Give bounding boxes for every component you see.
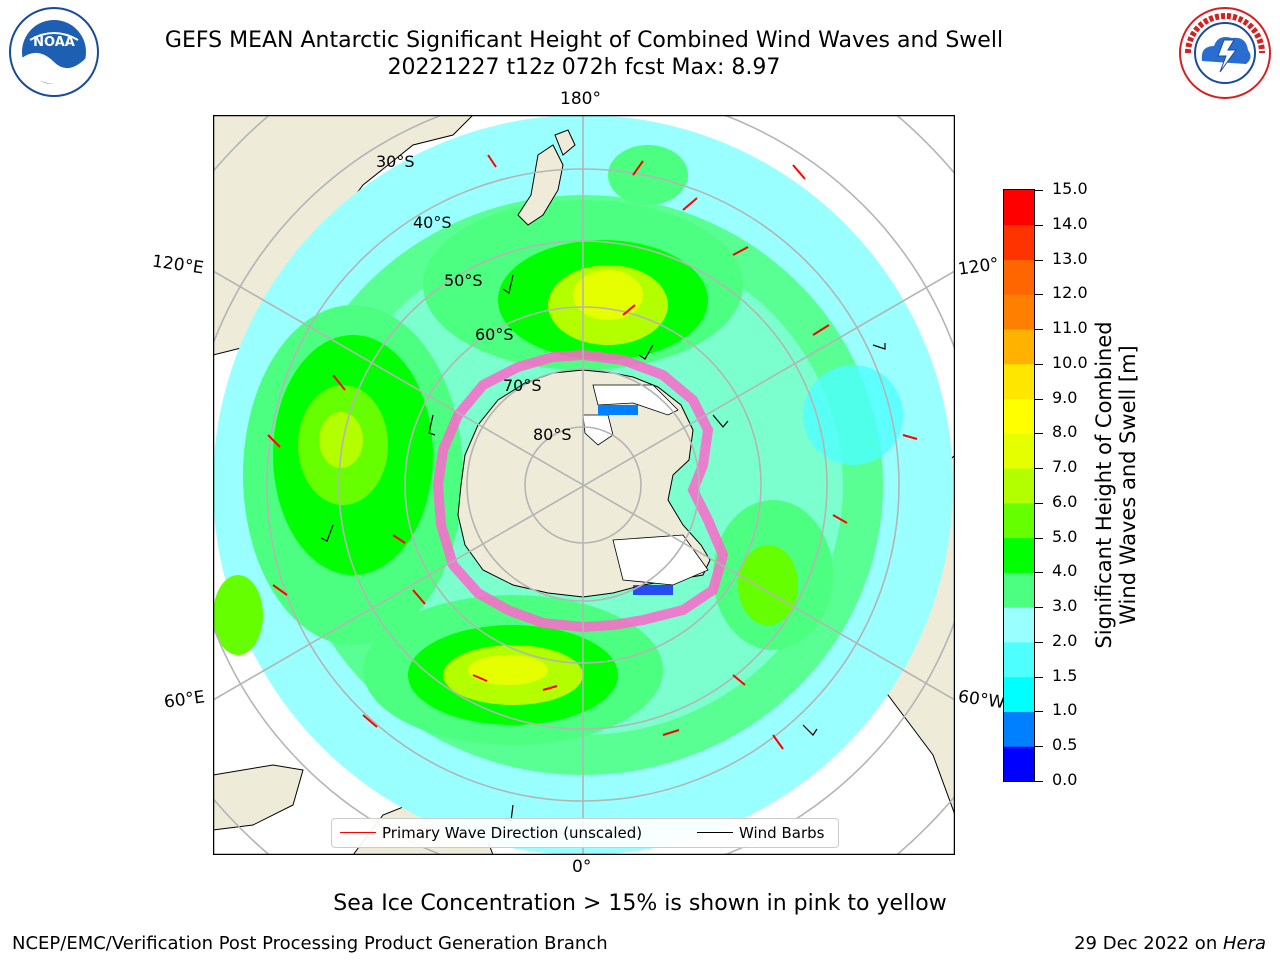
colorbar-label: Significant Height of Combined Wind Wave…	[1092, 321, 1140, 648]
lon-label-120w: 120°	[956, 254, 1001, 280]
colorbar-tick-label: 1.0	[1052, 700, 1078, 720]
footer-credit: NCEP/EMC/Verification Post Processing Pr…	[12, 933, 608, 954]
colorbar-tick-label: 12.0	[1052, 283, 1088, 303]
colorbar-swatch	[1004, 607, 1034, 643]
colorbar-tick-mark	[1035, 572, 1043, 574]
colorbar-tick-label: 8.0	[1052, 422, 1078, 442]
wave-direction-arrows	[267, 154, 918, 750]
map-panel: Primary Wave Direction (unscaled) Wind B…	[212, 114, 956, 856]
colorbar-tick-label: 10.0	[1052, 352, 1088, 372]
colorbar-swatches	[1004, 190, 1034, 782]
colorbar-swatch	[1004, 468, 1034, 504]
lon-label-0: 0°	[572, 857, 592, 877]
colorbar-tick-mark	[1035, 329, 1043, 331]
colorbar-tick-label: 11.0	[1052, 318, 1088, 338]
chart-title: GEFS MEAN Antarctic Significant Height o…	[164, 28, 1004, 53]
colorbar-tick-mark	[1035, 537, 1043, 539]
lat-label-50s: 50°S	[444, 271, 483, 290]
colorbar-tick-mark	[1035, 676, 1043, 678]
noaa-logo-text: NOAA	[33, 35, 75, 50]
colorbar-label-line1: Significant Height of Combined	[1092, 321, 1116, 649]
colorbar-tick-mark	[1035, 641, 1043, 643]
colorbar-tick-label: 0.5	[1052, 735, 1078, 755]
colorbar-tick-mark	[1035, 433, 1043, 435]
wind-legend-line	[697, 832, 733, 833]
colorbar-swatch	[1004, 294, 1034, 330]
wave-legend-line	[340, 832, 376, 833]
colorbar-swatch	[1004, 537, 1034, 573]
colorbar-tick-label: 9.0	[1052, 387, 1078, 407]
lat-label-80s: 80°S	[533, 425, 572, 444]
wind-legend-label: Wind Barbs	[739, 824, 825, 842]
lon-label-60w: 60°W	[956, 686, 1007, 714]
colorbar-tick-mark	[1035, 224, 1043, 226]
colorbar-tick-mark	[1035, 746, 1043, 748]
colorbar-swatch	[1004, 572, 1034, 608]
colorbar-tick-label: 5.0	[1052, 526, 1078, 546]
graticule	[213, 115, 955, 855]
colorbar-swatch	[1004, 398, 1034, 434]
colorbar-label-line2: Wind Waves and Swell [m]	[1116, 345, 1140, 625]
lon-label-180: 180°	[560, 89, 601, 109]
footer-date-text: 29 Dec 2022 on	[1074, 933, 1223, 954]
colorbar-swatch	[1004, 433, 1034, 469]
colorbar-tick-label: 2.0	[1052, 630, 1078, 650]
colorbar-tick-label: 3.0	[1052, 596, 1078, 616]
colorbar-tick-label: 1.5	[1052, 665, 1078, 685]
colorbar-tick-mark	[1035, 781, 1043, 782]
colorbar-swatch	[1004, 224, 1034, 261]
colorbar-tick-mark	[1035, 190, 1043, 191]
colorbar-tick-label: 0.0	[1052, 770, 1078, 789]
colorbar-tick-label: 4.0	[1052, 561, 1078, 581]
lat-label-60s: 60°S	[475, 325, 514, 344]
chart-subtitle: 20221227 t12z 072h fcst Max: 8.97	[387, 55, 781, 80]
colorbar-tick-mark	[1035, 711, 1043, 713]
footer-machine: Hera	[1222, 933, 1266, 954]
colorbar	[1003, 189, 1035, 782]
colorbar-tick-mark	[1035, 363, 1043, 365]
colorbar-swatch	[1004, 329, 1034, 365]
lat-label-40s: 40°S	[413, 213, 452, 232]
wave-legend-label: Primary Wave Direction (unscaled)	[382, 824, 643, 842]
colorbar-tick-mark	[1035, 607, 1043, 609]
map-legend: Primary Wave Direction (unscaled) Wind B…	[331, 818, 839, 848]
footer-date: 29 Dec 2022 on Hera	[1074, 933, 1266, 954]
lon-label-60e: 60°E	[162, 687, 207, 713]
lat-label-30s: 30°S	[376, 152, 415, 171]
colorbar-tick-label: 13.0	[1052, 248, 1088, 268]
colorbar-tick-mark	[1035, 398, 1043, 400]
colorbar-tick-label: 6.0	[1052, 491, 1078, 511]
colorbar-swatch	[1004, 676, 1034, 712]
lon-label-120e: 120°E	[150, 251, 205, 279]
colorbar-swatch	[1004, 502, 1034, 539]
new-zealand-landmass	[517, 144, 564, 226]
lat-label-70s: 70°S	[503, 376, 542, 395]
colorbar-tick-mark	[1035, 294, 1043, 296]
colorbar-swatch	[1004, 711, 1034, 747]
colorbar-tick-mark	[1035, 468, 1043, 470]
colorbar-swatch	[1004, 746, 1034, 782]
colorbar-swatch	[1004, 259, 1034, 295]
wave-height-map	[212, 114, 956, 856]
wind-barbs	[320, 274, 886, 822]
noaa-logo: NOAA	[8, 6, 100, 98]
colorbar-tick-label: 14.0	[1052, 213, 1088, 233]
colorbar-tick-label: 7.0	[1052, 457, 1078, 477]
colorbar-tick-mark	[1035, 259, 1043, 261]
sea-ice-note: Sea Ice Concentration > 15% is shown in …	[333, 891, 947, 916]
colorbar-tick-mark	[1035, 502, 1043, 504]
colorbar-swatch	[1004, 641, 1034, 678]
colorbar-swatch	[1004, 363, 1034, 400]
colorbar-swatch	[1004, 190, 1034, 226]
madagascar-landmass	[213, 764, 304, 831]
sea-ice-band	[432, 349, 729, 633]
nws-logo	[1178, 6, 1272, 100]
colorbar-tick-label: 15.0	[1052, 179, 1088, 198]
